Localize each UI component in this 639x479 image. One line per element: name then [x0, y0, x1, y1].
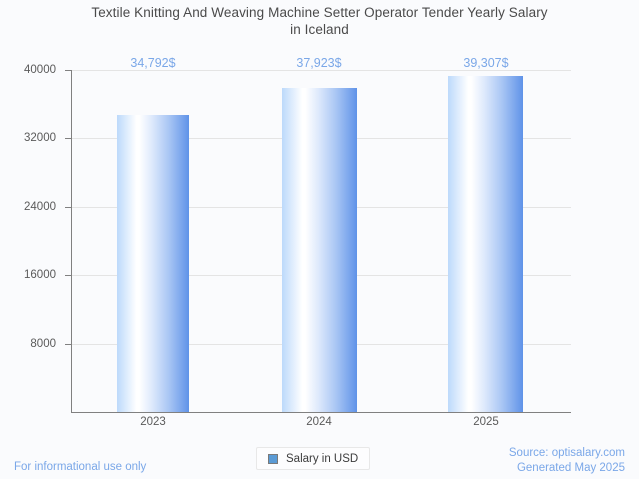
bar-2024[interactable] — [282, 88, 357, 412]
x-axis-tick-label-2024: 2024 — [306, 416, 332, 428]
plot-area — [71, 70, 571, 412]
y-axis-tick-label-16000: 16000 — [24, 269, 56, 281]
chart-title: Textile Knitting And Weaving Machine Set… — [0, 4, 639, 38]
bar-value-label-2023: 34,792$ — [130, 56, 176, 70]
x-axis-tick-label-2025: 2025 — [473, 416, 499, 428]
chart-legend[interactable]: Salary in USD — [256, 447, 371, 470]
y-axis-tick-label-32000: 32000 — [24, 132, 56, 144]
bar-2025[interactable] — [448, 76, 523, 412]
y-axis-tick-label-24000: 24000 — [24, 201, 56, 213]
x-axis-tick-label-2023: 2023 — [140, 416, 166, 428]
disclaimer-text: For informational use only — [14, 461, 147, 473]
chart-title-line-1: Textile Knitting And Weaving Machine Set… — [91, 5, 548, 20]
y-axis-tick-label-8000: 8000 — [30, 338, 56, 350]
legend-color-swatch-icon — [268, 453, 278, 464]
source-attribution: Source: optisalary.com Generated May 202… — [509, 446, 625, 476]
y-axis-tick-mark-8000 — [65, 344, 71, 345]
x-axis-line — [71, 412, 571, 413]
y-axis-tick-mark-40000 — [65, 70, 71, 71]
source-text: Source: optisalary.com — [508, 447, 625, 459]
gridline-40000 — [71, 70, 571, 71]
bar-2023[interactable] — [117, 115, 189, 412]
y-axis-tick-mark-24000 — [65, 207, 71, 208]
chart-title-line-2: in Iceland — [290, 22, 349, 37]
generated-date-text: Generated May 2025 — [516, 462, 625, 474]
legend-item-label: Salary in USD — [286, 452, 359, 465]
y-axis-line — [71, 70, 72, 413]
bar-value-label-2025: 39,307$ — [463, 56, 509, 70]
bar-value-label-2024: 37,923$ — [296, 56, 342, 70]
y-axis-tick-label-40000: 40000 — [24, 64, 56, 76]
y-axis-tick-mark-16000 — [65, 275, 71, 276]
y-axis-tick-mark-32000 — [65, 138, 71, 139]
